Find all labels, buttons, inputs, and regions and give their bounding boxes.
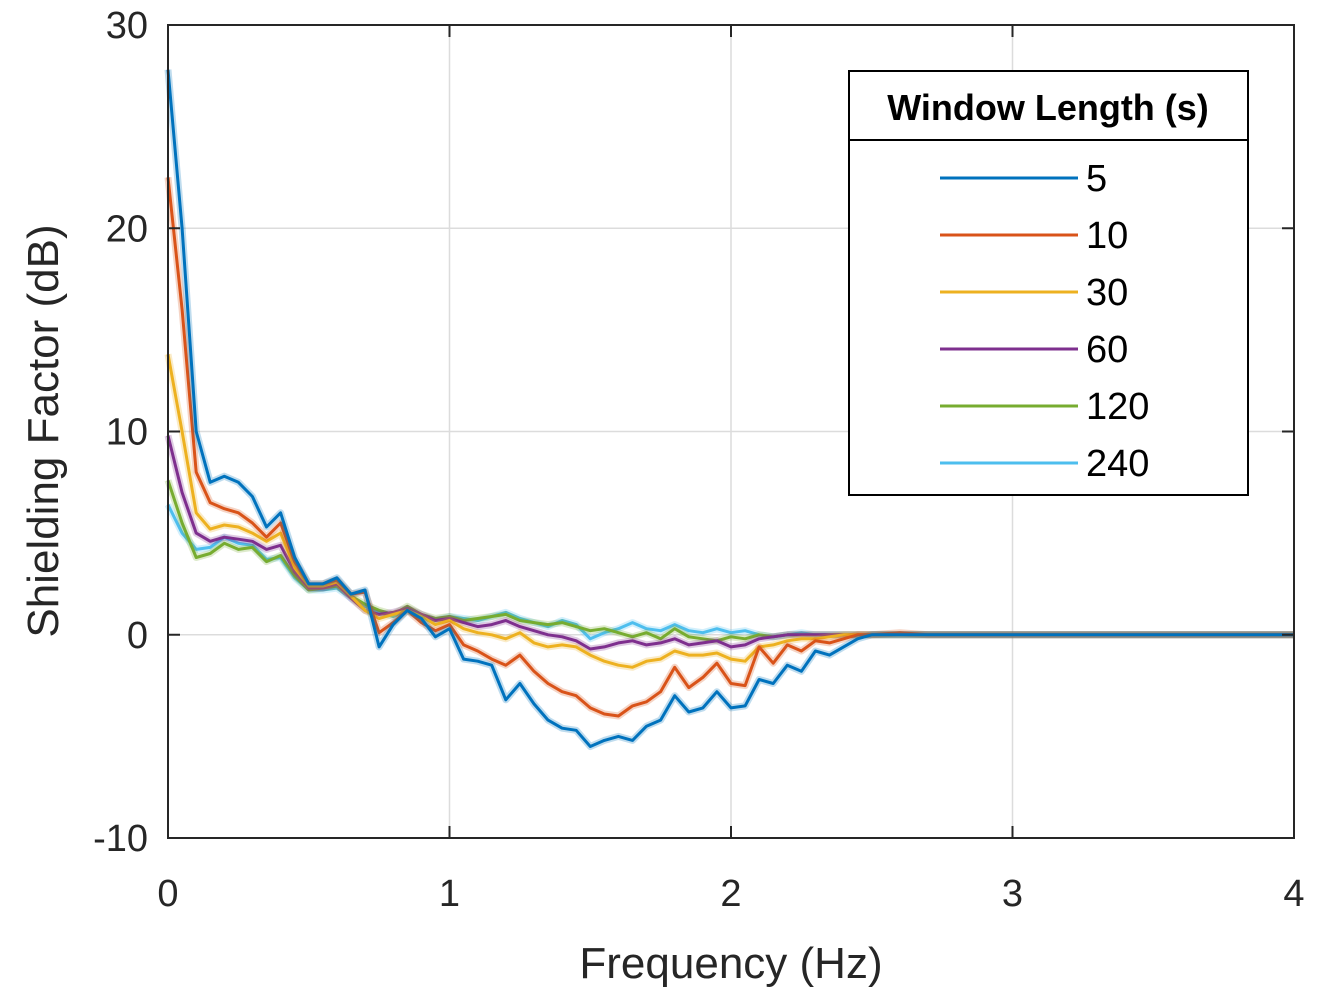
series-line-60 <box>166 435 1294 651</box>
legend-label-60: 60 <box>1086 329 1128 371</box>
series-lines <box>164 69 1294 750</box>
legend-title: Window Length (s) <box>887 87 1209 128</box>
axis-ticks <box>167 24 1295 839</box>
y-tick-label: 0 <box>127 615 148 657</box>
y-tick-label: 10 <box>106 412 148 454</box>
x-tick-labels: 0 1 2 3 4 <box>157 873 1304 915</box>
x-tick-label: 2 <box>720 873 741 915</box>
legend-label-10: 10 <box>1086 215 1128 257</box>
legend-label-5: 5 <box>1086 158 1107 200</box>
x-axis-title: Frequency (Hz) <box>579 939 882 988</box>
legend-label-240: 240 <box>1086 443 1149 485</box>
x-tick-label: 3 <box>1002 873 1023 915</box>
series-line-5 <box>166 69 1294 748</box>
y-tick-label: 30 <box>106 5 148 47</box>
legend: Window Length (s) 5 10 30 60 120 240 <box>848 70 1249 496</box>
y-tick-label: -10 <box>93 818 148 860</box>
x-tick-label: 0 <box>157 873 178 915</box>
y-axis-title: Shielding Factor (dB) <box>19 224 68 637</box>
x-tick-label: 4 <box>1283 873 1304 915</box>
legend-entries: 5 10 30 60 120 240 <box>940 158 1149 485</box>
y-tick-label: 20 <box>106 208 148 250</box>
x-tick-label: 1 <box>439 873 460 915</box>
legend-box <box>848 70 1249 496</box>
legend-label-120: 120 <box>1086 386 1149 428</box>
legend-label-30: 30 <box>1086 272 1128 314</box>
y-tick-labels: -10 0 10 20 30 <box>93 5 148 860</box>
series-line-30 <box>166 354 1294 669</box>
